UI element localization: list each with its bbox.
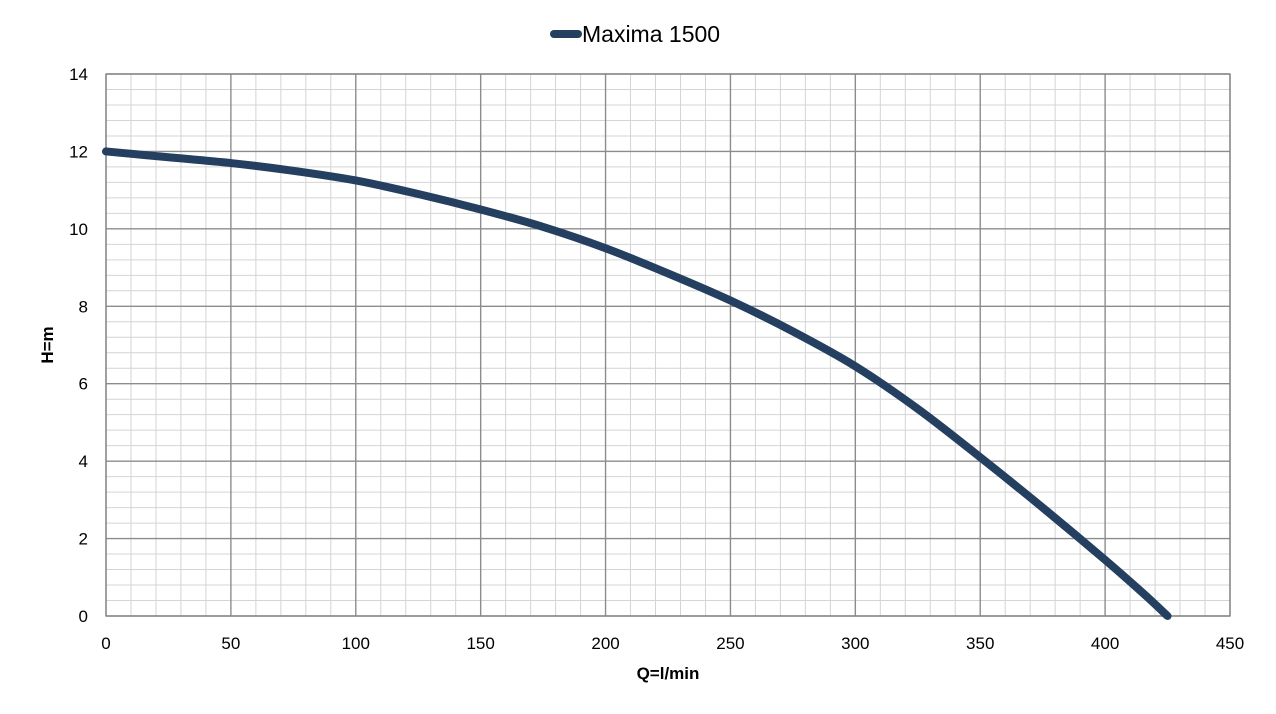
y-tick-label: 4 xyxy=(79,452,88,471)
x-tick-label: 450 xyxy=(1216,634,1244,653)
minor-grid xyxy=(106,74,1230,616)
y-tick-label: 2 xyxy=(79,530,88,549)
x-tick-label: 50 xyxy=(221,634,240,653)
x-tick-label: 0 xyxy=(101,634,110,653)
y-axis-tick-labels: 0 2 4 6 8 10 12 14 xyxy=(69,65,88,626)
y-tick-label: 0 xyxy=(79,607,88,626)
legend-label-maxima-1500: Maxima 1500 xyxy=(582,21,720,47)
x-tick-label: 400 xyxy=(1091,634,1119,653)
x-tick-label: 350 xyxy=(966,634,994,653)
y-tick-label: 6 xyxy=(79,375,88,394)
y-axis-title: H=m xyxy=(38,326,57,363)
y-tick-label: 8 xyxy=(79,297,88,316)
x-axis-tick-labels: 0 50 100 150 200 250 300 350 400 450 xyxy=(101,634,1244,653)
y-tick-label: 12 xyxy=(69,142,88,161)
x-tick-label: 150 xyxy=(466,634,494,653)
y-tick-label: 10 xyxy=(69,220,88,239)
x-tick-label: 100 xyxy=(342,634,370,653)
x-tick-label: 200 xyxy=(591,634,619,653)
x-axis-title: Q=l/min xyxy=(637,664,700,683)
major-grid xyxy=(105,73,1231,617)
legend: Maxima 1500 xyxy=(550,21,720,47)
x-tick-label: 300 xyxy=(841,634,869,653)
y-tick-label: 14 xyxy=(69,65,88,84)
series-layer xyxy=(102,147,1172,620)
plot-frame xyxy=(105,73,1231,617)
x-tick-label: 250 xyxy=(716,634,744,653)
series-line-maxima-1500 xyxy=(102,147,1172,620)
